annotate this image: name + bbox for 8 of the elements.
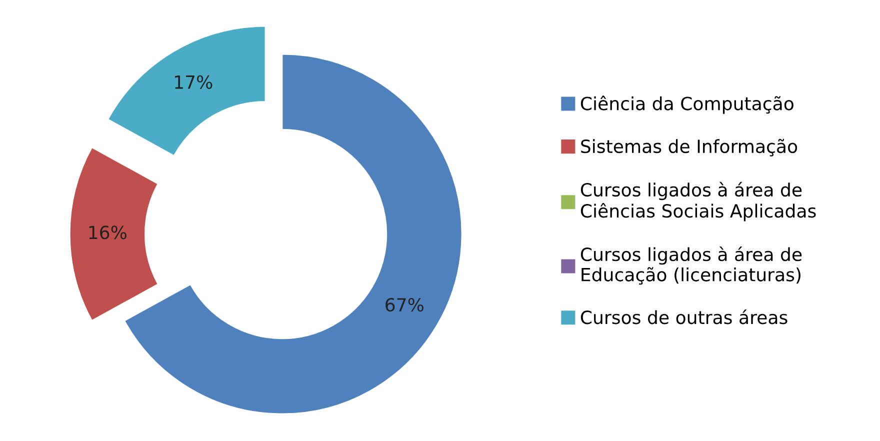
data-label: 16% (89, 226, 126, 240)
data-label: 67% (386, 298, 424, 312)
legend-label: Cursos de outras áreas (580, 309, 788, 324)
legend-label: Sistemas de Informação (581, 138, 798, 156)
legend-label: Cursos ligados à área de Educação (licenciaturas) (580, 246, 802, 285)
data-label: 17% (175, 75, 212, 89)
legend-label: Cursos ligados à área de Ciências Sociais Aplicadas (580, 182, 816, 222)
legend-label: Ciência da Computação (580, 96, 794, 114)
